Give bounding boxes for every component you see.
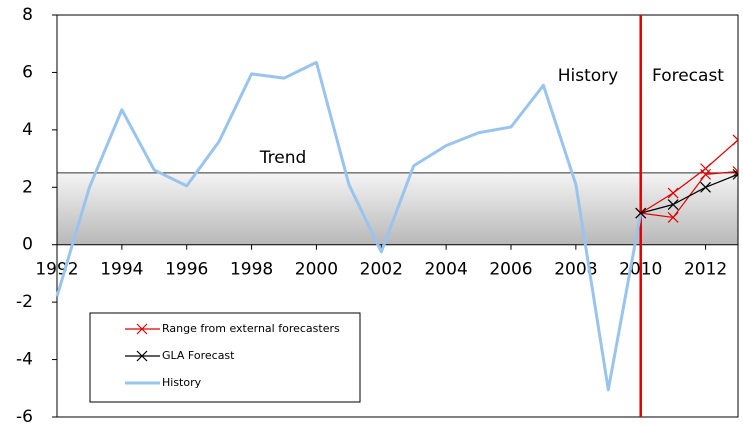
y-tick-label: 6 <box>22 62 33 82</box>
marker <box>700 181 711 193</box>
x-tick-label: 2000 <box>295 260 338 280</box>
series-line <box>640 173 738 214</box>
y-tick-label: 2 <box>22 177 33 197</box>
legend-label: History <box>162 376 202 389</box>
marker <box>732 168 738 180</box>
x-tick-label: 1996 <box>165 260 208 280</box>
marker <box>700 168 711 180</box>
legend-label: Range from external forecasters <box>162 322 340 335</box>
x-tick-label: 2008 <box>554 260 597 280</box>
marker <box>667 199 679 210</box>
series-line <box>640 139 738 214</box>
marker <box>732 166 738 177</box>
marker <box>667 187 679 199</box>
marker <box>136 323 148 335</box>
marker <box>635 207 647 219</box>
x-tick-label: 2002 <box>360 260 403 280</box>
x-tick-label: 1998 <box>230 260 273 280</box>
x-tick-label: 2004 <box>425 260 468 280</box>
marker <box>136 350 148 362</box>
x-tick-label: 1994 <box>100 260 143 280</box>
y-tick-label: -6 <box>16 407 33 427</box>
forecast-label: Forecast <box>652 66 724 86</box>
trend-label: Trend <box>259 148 307 168</box>
y-tick-label: 4 <box>22 120 33 140</box>
x-tick-label: 2006 <box>489 260 532 280</box>
plot-area <box>56 14 739 418</box>
marker <box>732 134 738 146</box>
history-label: History <box>558 66 618 86</box>
y-tick-label: 0 <box>22 235 33 255</box>
series-line <box>55 60 643 392</box>
y-tick-label: -4 <box>16 350 33 370</box>
y-tick-label: 8 <box>22 5 33 25</box>
series-group <box>55 60 738 392</box>
y-tick-label: -2 <box>16 292 33 312</box>
legend-box <box>89 312 361 403</box>
legend-label: GLA Forecast <box>162 349 235 362</box>
x-tick-label: 2012 <box>684 260 727 280</box>
x-tick-label: 1992 <box>35 260 78 280</box>
marker <box>667 212 679 223</box>
marker <box>700 163 711 175</box>
